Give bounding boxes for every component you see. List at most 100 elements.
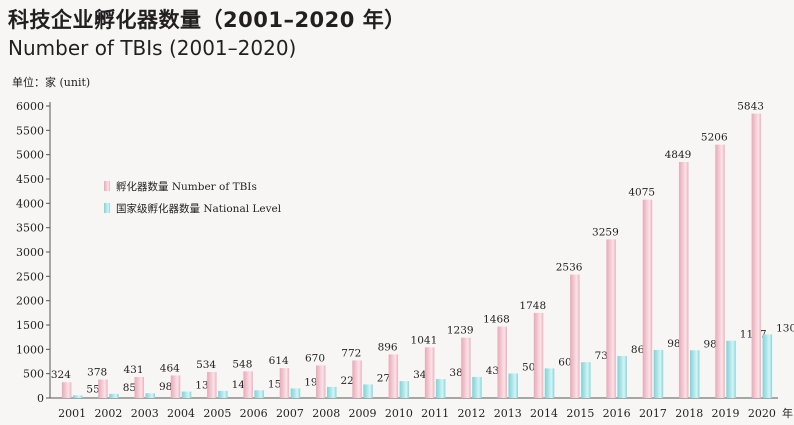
x-tick-label: 2013	[494, 407, 522, 420]
bar-national	[109, 393, 119, 398]
x-tick-label: 2016	[603, 407, 631, 420]
data-label-tbi: 548	[232, 358, 252, 370]
bar-tbi	[715, 144, 725, 398]
bar-tbi	[352, 360, 362, 398]
bar-national	[762, 334, 773, 398]
bar-tbi	[170, 375, 181, 398]
data-label-tbi: 1468	[483, 314, 510, 326]
bar-tbi	[642, 199, 653, 398]
y-tick-label: 4000	[16, 197, 44, 210]
bar-national	[544, 368, 555, 398]
bar-national	[690, 350, 700, 398]
x-tick-label: 2014	[530, 407, 558, 420]
x-tick-label: 2018	[675, 407, 703, 420]
y-tick-label: 0	[37, 392, 44, 405]
data-label-tbi: 1239	[447, 325, 474, 337]
legend-swatch-tbi	[104, 181, 110, 191]
bar-tbi	[570, 274, 580, 398]
chart-subtitle: Number of TBIs (2001–2020)	[8, 36, 297, 60]
bar-national	[290, 388, 301, 398]
chart-title: 科技企业孵化器数量（2001–2020 年）	[8, 8, 406, 32]
data-label-tbi: 772	[341, 347, 361, 359]
bar-tbi	[461, 337, 471, 398]
data-label-national: 55	[86, 383, 99, 395]
bar-national	[363, 384, 373, 398]
bar-national	[399, 381, 410, 398]
x-tick-label: 2017	[639, 407, 667, 420]
x-tick-label: 2002	[94, 407, 122, 420]
legend-label-tbi: 孵化器数量 Number of TBIs	[116, 180, 257, 193]
bar-tbi	[98, 379, 108, 398]
bar-national	[726, 340, 736, 398]
x-tick-label: 2020	[748, 407, 776, 420]
bar-tbi	[751, 113, 762, 399]
x-tick-label: 2011	[421, 407, 449, 420]
x-axis-unit-label: 年	[782, 406, 793, 420]
x-tick-label: 2012	[457, 407, 485, 420]
data-label-tbi: 534	[196, 359, 216, 371]
y-tick-label: 5000	[16, 149, 44, 162]
x-tick-label: 2004	[167, 407, 195, 420]
y-tick-label: 3500	[16, 222, 44, 235]
data-label-tbi: 1041	[411, 334, 438, 346]
y-tick-label: 500	[23, 368, 44, 381]
data-label-national: 98	[159, 381, 172, 393]
bar-national	[72, 395, 83, 398]
y-tick-label: 1500	[16, 319, 44, 332]
x-tick-label: 2007	[276, 407, 304, 420]
data-label-tbi: 1748	[519, 300, 546, 312]
bar-national	[254, 390, 264, 398]
x-tick-label: 2006	[240, 407, 268, 420]
data-label-tbi: 4075	[628, 187, 655, 199]
bar-national	[327, 386, 337, 398]
data-label-tbi: 431	[123, 364, 143, 376]
data-label-tbi: 464	[160, 362, 180, 374]
bar-tbi	[279, 368, 290, 398]
x-tick-label: 2009	[349, 407, 377, 420]
bar-tbi	[533, 312, 544, 398]
x-tick-label: 2001	[58, 407, 86, 420]
x-tick-label: 2010	[385, 407, 413, 420]
bar-national	[181, 391, 192, 398]
x-tick-label: 2008	[312, 407, 340, 420]
bar-national	[617, 356, 627, 398]
bar-national	[581, 362, 591, 398]
bar-tbi	[606, 239, 616, 398]
x-tick-label: 2005	[203, 407, 231, 420]
y-axis-unit-label: 单位：家 (unit)	[12, 76, 91, 89]
bar-tbi	[207, 372, 217, 398]
data-label-tbi: 3259	[592, 226, 619, 238]
data-label-national: 1306	[776, 322, 794, 334]
bar-national	[653, 349, 664, 398]
bar-tbi	[679, 162, 689, 398]
y-tick-label: 3000	[16, 246, 44, 259]
bar-tbi	[316, 365, 326, 398]
bar-national	[145, 393, 155, 398]
y-tick-label: 1000	[16, 343, 44, 356]
bar-tbi	[134, 377, 144, 398]
bar-national	[472, 376, 482, 398]
x-tick-label: 2015	[566, 407, 594, 420]
data-label-tbi: 4849	[665, 149, 692, 161]
data-label-tbi: 670	[305, 352, 325, 364]
y-tick-label: 4500	[16, 173, 44, 186]
y-tick-label: 2000	[16, 295, 44, 308]
y-tick-label: 2500	[16, 270, 44, 283]
bar-national	[508, 373, 518, 398]
bar-tbi	[388, 354, 399, 398]
bar-tbi	[61, 382, 72, 398]
legend-swatch-national	[104, 203, 110, 213]
bar-national	[435, 379, 446, 398]
y-tick-label: 5500	[16, 124, 44, 137]
bar-tbi	[424, 347, 435, 398]
data-label-tbi: 2536	[556, 262, 583, 274]
data-label-tbi: 5843	[737, 101, 764, 113]
x-tick-label: 2019	[712, 407, 740, 420]
data-label-tbi: 614	[269, 355, 289, 367]
bar-national	[218, 390, 228, 398]
data-label-national: 85	[123, 382, 136, 394]
bar-tbi	[243, 371, 253, 398]
bar-tbi	[497, 326, 507, 398]
data-label-tbi: 5206	[701, 132, 728, 144]
